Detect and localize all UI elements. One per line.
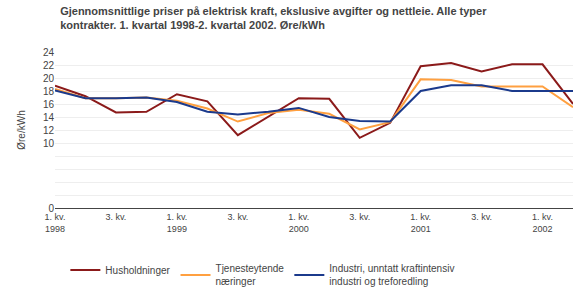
svg-text:20: 20 xyxy=(43,73,55,84)
svg-text:1. kv.2002: 1. kv.2002 xyxy=(532,212,553,234)
svg-text:10: 10 xyxy=(43,138,55,149)
svg-text:Husholdninger: Husholdninger xyxy=(105,265,170,276)
svg-text:16: 16 xyxy=(43,99,55,110)
svg-text:0: 0 xyxy=(48,203,54,214)
svg-text:24: 24 xyxy=(43,47,55,58)
svg-text:3. kv.: 3. kv. xyxy=(227,212,248,222)
svg-text:1. kv.1998: 1. kv.1998 xyxy=(45,212,66,234)
svg-text:18: 18 xyxy=(43,86,55,97)
svg-text:1. kv.2001: 1. kv.2001 xyxy=(410,212,431,234)
svg-text:1. kv.1999: 1. kv.1999 xyxy=(166,212,187,234)
svg-text:1. kv.2000: 1. kv.2000 xyxy=(288,212,309,234)
svg-text:Tjenesteytendenæringer: Tjenesteytendenæringer xyxy=(216,263,285,287)
svg-text:22: 22 xyxy=(43,60,55,71)
svg-text:14: 14 xyxy=(43,112,55,123)
svg-text:12: 12 xyxy=(43,125,55,136)
svg-text:Industri, unntatt kraftintensi: Industri, unntatt kraftintensivindustri … xyxy=(329,263,454,287)
svg-text:3. kv.: 3. kv. xyxy=(106,212,127,222)
svg-text:3. kv.: 3. kv. xyxy=(471,212,492,222)
svg-text:Gjennomsnittlige priser på ele: Gjennomsnittlige priser på elektrisk kra… xyxy=(60,5,487,31)
svg-text:Øre/kWh: Øre/kWh xyxy=(16,110,27,149)
svg-text:3. kv.: 3. kv. xyxy=(349,212,370,222)
